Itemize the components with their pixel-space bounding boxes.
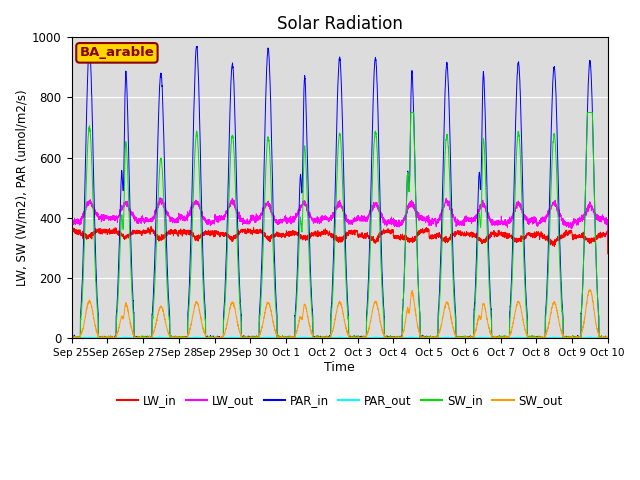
LW_out (430, 217, 438, 223)
Line: PAR_in: PAR_in (72, 46, 608, 338)
SW_in (490, 335, 498, 341)
SW_in (460, 335, 468, 341)
LW_out (320, 216, 328, 221)
LW_in (430, 233, 438, 239)
LW_out (460, 218, 468, 224)
Title: Solar Radiation: Solar Radiation (276, 15, 403, 33)
PAR_in (68, 335, 76, 341)
SW_out (490, 335, 498, 340)
LW_in (164, 229, 172, 235)
SW_in (430, 335, 438, 341)
Legend: LW_in, LW_out, PAR_in, PAR_out, SW_in, SW_out: LW_in, LW_out, PAR_in, PAR_out, SW_in, S… (112, 389, 567, 411)
PAR_in (460, 335, 468, 340)
SW_out (460, 334, 468, 340)
PAR_in (430, 335, 438, 341)
Y-axis label: LW, SW (W/m2), PAR (umol/m2/s): LW, SW (W/m2), PAR (umol/m2/s) (15, 89, 28, 286)
SW_in (68, 335, 76, 341)
LW_out (68, 219, 76, 225)
PAR_out (604, 335, 611, 341)
PAR_in (604, 335, 611, 341)
PAR_out (460, 335, 468, 341)
LW_in (490, 229, 498, 235)
SW_in (164, 298, 172, 303)
PAR_out (319, 335, 327, 341)
SW_out (68, 335, 76, 341)
SW_out (586, 287, 593, 293)
SW_in (407, 109, 415, 115)
SW_in (319, 335, 327, 341)
PAR_out (430, 335, 438, 341)
PAR_out (604, 335, 612, 341)
LW_in (604, 251, 612, 257)
SW_in (604, 335, 612, 341)
LW_out (604, 236, 612, 241)
LW_out (164, 212, 172, 217)
PAR_in (164, 280, 172, 286)
Line: PAR_out: PAR_out (72, 337, 608, 338)
PAR_out (68, 335, 76, 341)
Line: SW_out: SW_out (72, 290, 608, 338)
SW_out (164, 329, 172, 335)
LW_in (604, 230, 611, 236)
LW_in (68, 227, 76, 232)
LW_out (156, 195, 164, 201)
SW_out (604, 335, 612, 341)
PAR_in (193, 43, 200, 49)
Line: LW_in: LW_in (72, 227, 608, 254)
Text: BA_arable: BA_arable (79, 47, 154, 60)
LW_out (490, 219, 498, 225)
LW_in (320, 228, 328, 234)
Line: SW_in: SW_in (72, 112, 608, 338)
PAR_out (164, 335, 172, 341)
SW_out (68, 335, 76, 340)
SW_out (430, 335, 438, 341)
Line: LW_out: LW_out (72, 198, 608, 239)
LW_out (604, 218, 611, 224)
LW_in (147, 224, 155, 229)
SW_out (604, 335, 611, 341)
PAR_out (335, 334, 343, 340)
SW_in (604, 335, 611, 341)
PAR_in (490, 334, 498, 340)
SW_out (320, 335, 328, 341)
LW_in (460, 230, 468, 236)
X-axis label: Time: Time (324, 360, 355, 373)
PAR_out (490, 335, 498, 341)
PAR_in (320, 335, 328, 341)
PAR_in (604, 335, 612, 341)
